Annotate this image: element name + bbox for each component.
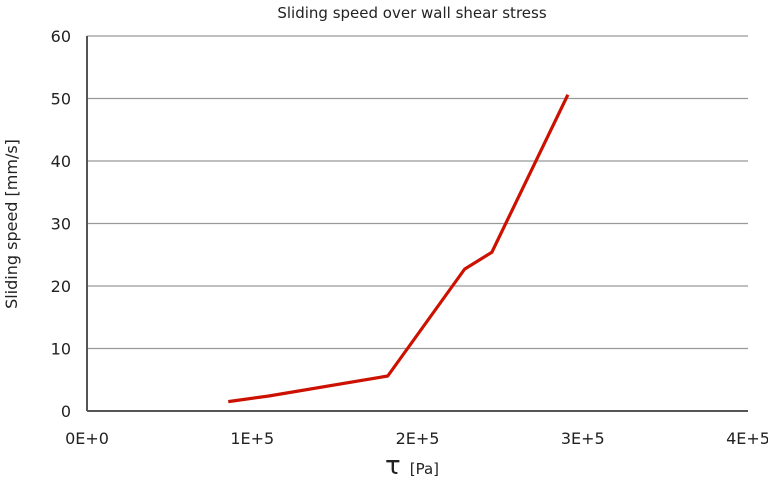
y-tick-label: 10	[51, 340, 71, 359]
y-tick-label: 60	[51, 27, 71, 46]
x-tick-label: 1E+5	[230, 429, 274, 448]
y-tick-label: 50	[51, 90, 71, 109]
series-line	[228, 95, 568, 402]
y-tick-label: 30	[51, 215, 71, 234]
y-axis-label: Sliding speed [mm/s]	[2, 139, 21, 309]
x-tick-label: 3E+5	[561, 429, 605, 448]
x-tick-label: 0E+0	[65, 429, 109, 448]
x-tick-label: 2E+5	[396, 429, 440, 448]
x-axis-label: τ [Pa]	[385, 451, 439, 480]
y-tick-label: 0	[61, 402, 71, 421]
y-tick-label: 20	[51, 277, 71, 296]
y-tick-label: 40	[51, 152, 71, 171]
x-axis-unit: [Pa]	[410, 460, 439, 478]
x-axis-symbol: τ	[385, 451, 401, 480]
x-tick-label: 4E+5	[726, 429, 768, 448]
chart-title: Sliding speed over wall shear stress	[277, 4, 546, 22]
